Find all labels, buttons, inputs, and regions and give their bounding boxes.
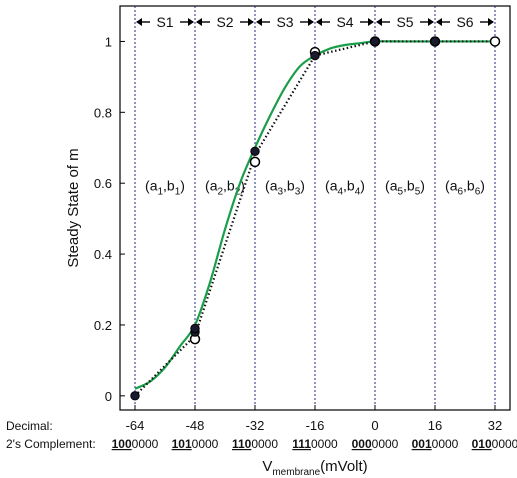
- region-label: (a6,b6): [445, 177, 485, 197]
- arrowhead-left: [256, 18, 262, 26]
- region-label: (a5,b5): [385, 177, 425, 197]
- filled-data-point: [430, 36, 440, 47]
- filled-data-point: [370, 36, 380, 47]
- y-tick-label: 1: [105, 34, 112, 49]
- arrowhead-left: [436, 18, 442, 26]
- region-labels: (a1,b1) (a2,b2) (a3,b3) (a4,b4) (a5,b5) (a6,b…: [145, 177, 485, 197]
- y-tick-label: 0.2: [94, 318, 112, 333]
- arrowhead-right: [368, 18, 374, 26]
- segment-label: S6: [456, 14, 473, 30]
- open-data-point: [489, 36, 501, 47]
- x-axis-label-main: V: [262, 458, 272, 475]
- arrowhead-left: [136, 18, 142, 26]
- twos-complement-row: 1000000 1010000 1100000 1110000 0000000 00100…: [112, 437, 517, 451]
- segment-label: S5: [396, 14, 413, 30]
- y-tick-label: 0.6: [94, 176, 112, 191]
- arrowhead-left: [316, 18, 322, 26]
- decimal-row: -64 -48 -32 -16 0 16 32: [126, 418, 503, 433]
- twos-complement-label: 1010000: [172, 437, 219, 451]
- segment-label: S2: [216, 14, 233, 30]
- filled-data-point: [190, 323, 200, 334]
- twos-complement-label: 1100000: [232, 437, 278, 451]
- decimal-label: 32: [488, 418, 502, 433]
- y-axis-label: Steady State of m: [65, 148, 82, 267]
- region-label: (a4,b4): [325, 177, 365, 197]
- x-axis-label-sub: membrane: [272, 467, 320, 478]
- segment-arrows: S1 S2 S3 S4 S5 S6: [136, 14, 494, 30]
- arrowhead-right: [248, 18, 254, 26]
- twos-complement-label: 0010000: [412, 437, 459, 451]
- twos-complement-label: 0000000: [352, 437, 399, 451]
- y-tick-label: 0.4: [94, 247, 112, 262]
- twos-complement-label: 1110000: [292, 437, 338, 451]
- decimal-label: -32: [246, 418, 265, 433]
- filled-data-point: [250, 146, 260, 156]
- open-data-point: [249, 156, 261, 168]
- decimal-label: -48: [186, 418, 205, 433]
- y-axis-ticks: 0 0.2 0.4 0.6 0.8 1: [94, 34, 125, 404]
- arrowhead-right: [188, 18, 194, 26]
- twos-complement-label: 1000000: [112, 437, 159, 451]
- decimal-label: -64: [126, 418, 145, 433]
- region-label: (a3,b3): [265, 177, 305, 197]
- data-points: [130, 36, 501, 401]
- twos-complement-label: 0100000: [472, 437, 517, 451]
- filled-data-point: [310, 50, 320, 61]
- y-tick-label: 0: [105, 389, 112, 404]
- x-axis-label: Vmembrane(mVolt): [262, 458, 367, 478]
- segment-label: S3: [276, 14, 293, 30]
- y-tick-label: 0.8: [94, 105, 112, 120]
- decimal-label: 16: [428, 418, 442, 433]
- x-axis-ticks: [134, 405, 496, 410]
- arrowhead-right: [428, 18, 434, 26]
- fit-curve: [134, 40, 495, 390]
- arrowhead-right: [308, 18, 314, 26]
- segment-label: S4: [336, 14, 353, 30]
- twos-complement-row-label: 2's Complement:: [6, 437, 96, 451]
- decimal-row-label: Decimal:: [6, 419, 53, 433]
- decimal-label: -16: [306, 418, 325, 433]
- vertical-gridlines: [134, 6, 496, 410]
- arrowhead-left: [196, 18, 202, 26]
- arrowhead-right: [488, 18, 494, 26]
- x-axis-label-tail: (mVolt): [320, 458, 368, 475]
- region-label: (a1,b1): [145, 177, 185, 197]
- segment-label: S1: [156, 14, 173, 30]
- decimal-label: 0: [371, 418, 378, 433]
- filled-data-point: [130, 391, 140, 401]
- arrowhead-left: [376, 18, 382, 26]
